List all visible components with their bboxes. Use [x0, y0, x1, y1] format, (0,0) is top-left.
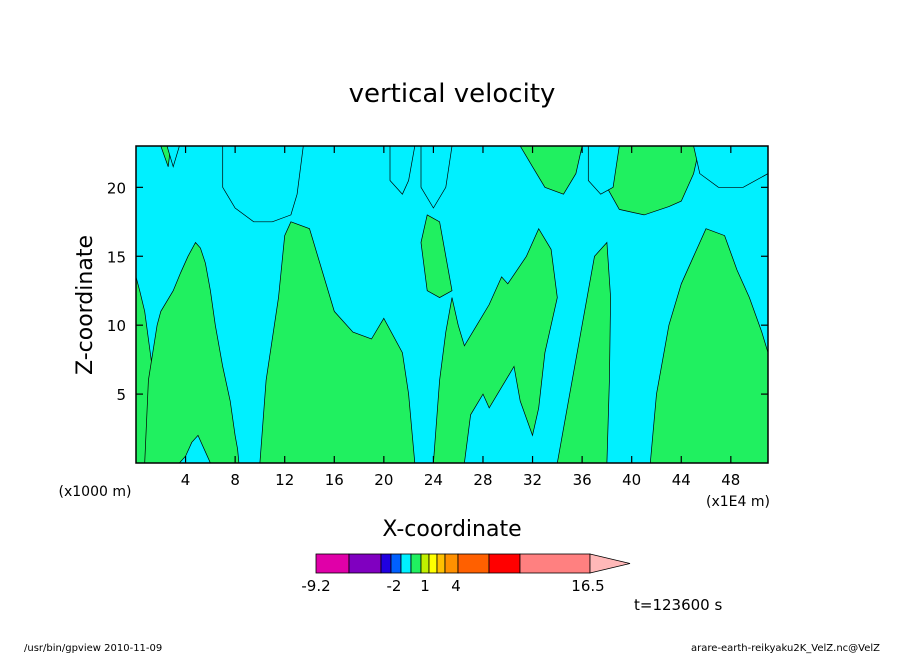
colorbar-label: 16.5: [571, 577, 604, 595]
contour-island-4: [420, 146, 453, 209]
chart-title: vertical velocity: [349, 79, 556, 109]
plot-frame: [135, 145, 769, 464]
colorbar-label: -9.2: [301, 577, 330, 595]
x-tick-label: 28: [473, 471, 492, 489]
x-tick-label: 48: [721, 471, 740, 489]
colorbar-label: 1: [420, 577, 430, 595]
x-unit-right: (x1E4 m): [706, 494, 770, 510]
x-axis-ticks: 4 8 12 16 20 24 28 32 36 40 44 48: [181, 146, 740, 489]
x-tick-label: 16: [325, 471, 344, 489]
colorbar-label: 4: [451, 577, 461, 595]
x-axis-label: X-coordinate: [382, 517, 521, 542]
contour-island-5: [587, 146, 620, 195]
y-axis-label: Z-coordinate: [73, 235, 98, 375]
y-tick-label: 15: [107, 248, 126, 266]
x-tick-label: 24: [424, 471, 443, 489]
contour-band-2: [433, 227, 558, 463]
x-tick-label: 44: [672, 471, 691, 489]
colorbar-segment: [444, 553, 459, 574]
colorbar-segment: [390, 553, 402, 574]
time-label: t=123600 s: [634, 596, 722, 614]
y-tick-label: 10: [107, 317, 126, 335]
contour-band-3: [420, 214, 453, 299]
colorbar-segment: [400, 553, 412, 574]
colorbar-segment: [348, 553, 382, 574]
contour-island-2: [222, 146, 304, 223]
contour-island-1: [166, 146, 180, 168]
contour-island-3: [389, 146, 416, 195]
colorbar-segment: [519, 553, 591, 574]
contour-band-5: [649, 228, 768, 463]
colorbar-segment: [420, 553, 430, 574]
x-tick-label: 8: [230, 471, 240, 489]
x-tick-label: 32: [523, 471, 542, 489]
colorbar-segment: [428, 553, 438, 574]
x-tick-label: 36: [573, 471, 592, 489]
x-unit-left: (x1000 m): [59, 484, 132, 500]
colorbar-segment: [488, 553, 521, 574]
colorbar-segment: [436, 553, 446, 574]
colorbar-segment: [410, 553, 422, 574]
y-axis-ticks: 5 10 15 20: [107, 179, 768, 404]
footer-right: arare-earth-reikyaku2K_VelZ.nc@VelZ: [691, 643, 880, 654]
contour-fields: [136, 146, 768, 463]
colorbar-labels: -9.2 -2 1 4 16.5: [301, 577, 604, 595]
y-tick-label: 5: [116, 386, 126, 404]
colorbar: [315, 553, 631, 574]
y-tick-label: 20: [107, 179, 126, 197]
colorbar-segment: [457, 553, 490, 574]
x-tick-label: 20: [374, 471, 393, 489]
contour-band-4: [556, 241, 611, 463]
contour-island-6: [693, 146, 768, 188]
x-tick-label: 4: [181, 471, 191, 489]
contour-band-1: [259, 221, 416, 463]
colorbar-arrow: [589, 553, 631, 574]
colorbar-segment: [380, 553, 392, 574]
contour-green-2: [144, 241, 240, 463]
colorbar-label: -2: [387, 577, 402, 595]
x-tick-label: 40: [622, 471, 641, 489]
footer-left: /usr/bin/gpview 2010-11-09: [24, 643, 162, 654]
x-tick-label: 12: [275, 471, 294, 489]
colorbar-segment: [315, 553, 350, 574]
